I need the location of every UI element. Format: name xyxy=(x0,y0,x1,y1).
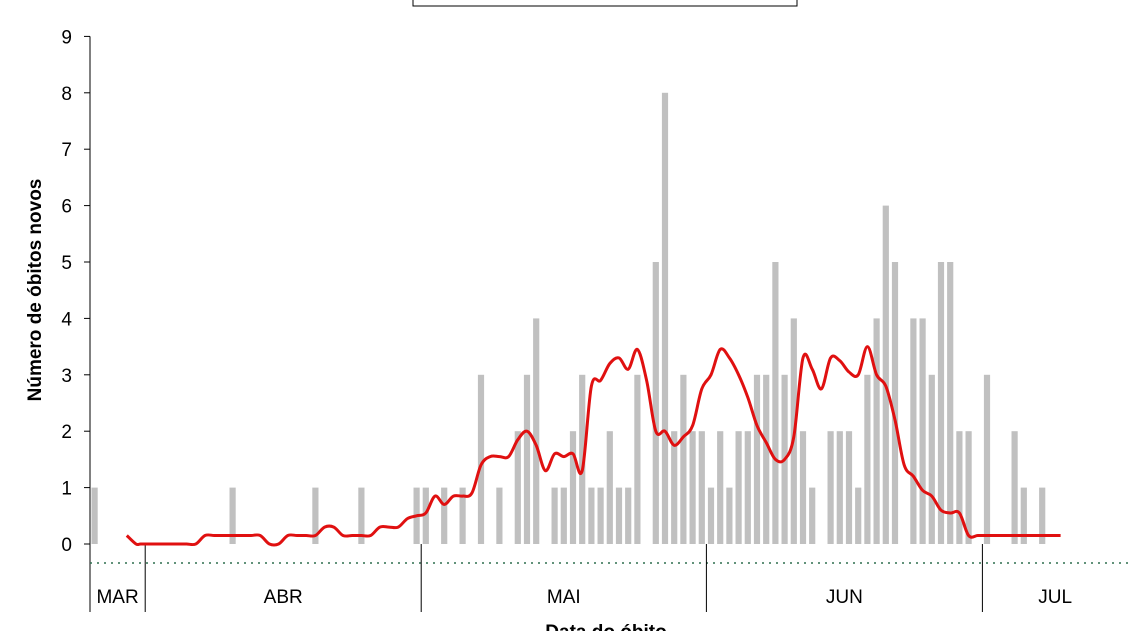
x-axis-label: Data do óbito xyxy=(545,622,666,631)
bar xyxy=(1020,487,1027,544)
bar xyxy=(937,262,945,544)
bar xyxy=(735,431,742,544)
bar xyxy=(763,374,770,544)
bar xyxy=(726,487,733,544)
bar xyxy=(680,374,687,544)
bar xyxy=(891,262,899,544)
month-label: JUL xyxy=(1038,587,1072,608)
bar xyxy=(956,431,963,544)
month-label: ABR xyxy=(264,587,303,608)
y-tick-label: 9 xyxy=(61,27,72,48)
bar xyxy=(744,431,751,544)
y-tick-label: 5 xyxy=(61,253,72,274)
bar xyxy=(533,318,540,544)
bar xyxy=(753,374,761,544)
bar xyxy=(652,262,659,544)
bar xyxy=(827,431,834,544)
bar xyxy=(717,431,724,544)
bars-layer xyxy=(91,92,1046,545)
bar xyxy=(661,92,669,545)
bar xyxy=(615,487,623,544)
bar xyxy=(855,487,862,544)
bar xyxy=(928,374,935,544)
bar xyxy=(551,487,558,544)
bar xyxy=(569,431,577,544)
bar xyxy=(514,431,521,544)
bar xyxy=(864,374,871,544)
y-tick-label: 1 xyxy=(61,479,72,500)
y-tick-label: 0 xyxy=(61,535,72,556)
title-box xyxy=(412,0,798,7)
bar xyxy=(707,487,715,544)
line-layer xyxy=(125,345,1061,547)
month-axis: MAR ABR MAI JUN JUL xyxy=(90,544,1128,612)
bar xyxy=(91,487,98,544)
bar xyxy=(606,431,613,544)
month-label: JUN xyxy=(826,587,863,608)
bar xyxy=(441,487,448,544)
bar xyxy=(477,374,485,544)
moving-average-line xyxy=(125,345,1061,547)
y-tick-label: 3 xyxy=(61,366,72,387)
bar xyxy=(422,487,429,544)
bar xyxy=(671,431,678,544)
bar xyxy=(698,431,705,544)
y-tick-label: 8 xyxy=(61,84,72,105)
bar xyxy=(634,374,641,544)
bar xyxy=(625,487,632,544)
y-axis: 0 1 2 3 4 5 6 7 8 9 xyxy=(61,27,91,612)
bar xyxy=(873,318,880,544)
y-tick-label: 4 xyxy=(61,309,72,330)
bar xyxy=(845,431,853,544)
bar xyxy=(588,487,595,544)
bar xyxy=(597,487,604,544)
bar xyxy=(910,318,917,544)
bar xyxy=(965,431,972,544)
bar xyxy=(229,487,236,544)
bar xyxy=(947,262,954,544)
y-tick-label: 7 xyxy=(61,140,72,161)
bar xyxy=(459,487,466,544)
bar xyxy=(809,487,816,544)
bar xyxy=(560,487,567,544)
month-label: MAR xyxy=(96,587,138,608)
bar xyxy=(1039,487,1046,544)
bar xyxy=(919,318,926,544)
bar xyxy=(312,487,319,544)
bar xyxy=(579,374,586,544)
bar xyxy=(836,431,843,544)
y-axis-label: Número de óbitos novos xyxy=(25,179,46,402)
bar xyxy=(689,431,696,544)
bar xyxy=(799,431,807,544)
month-label: MAI xyxy=(547,587,581,608)
bar xyxy=(496,487,503,544)
y-tick-label: 6 xyxy=(61,197,72,218)
bar xyxy=(772,262,779,544)
bar xyxy=(882,205,889,544)
bar xyxy=(523,374,531,544)
bar xyxy=(983,374,991,544)
y-tick-label: 2 xyxy=(61,422,72,443)
bar xyxy=(1011,431,1018,544)
bar xyxy=(358,487,365,544)
